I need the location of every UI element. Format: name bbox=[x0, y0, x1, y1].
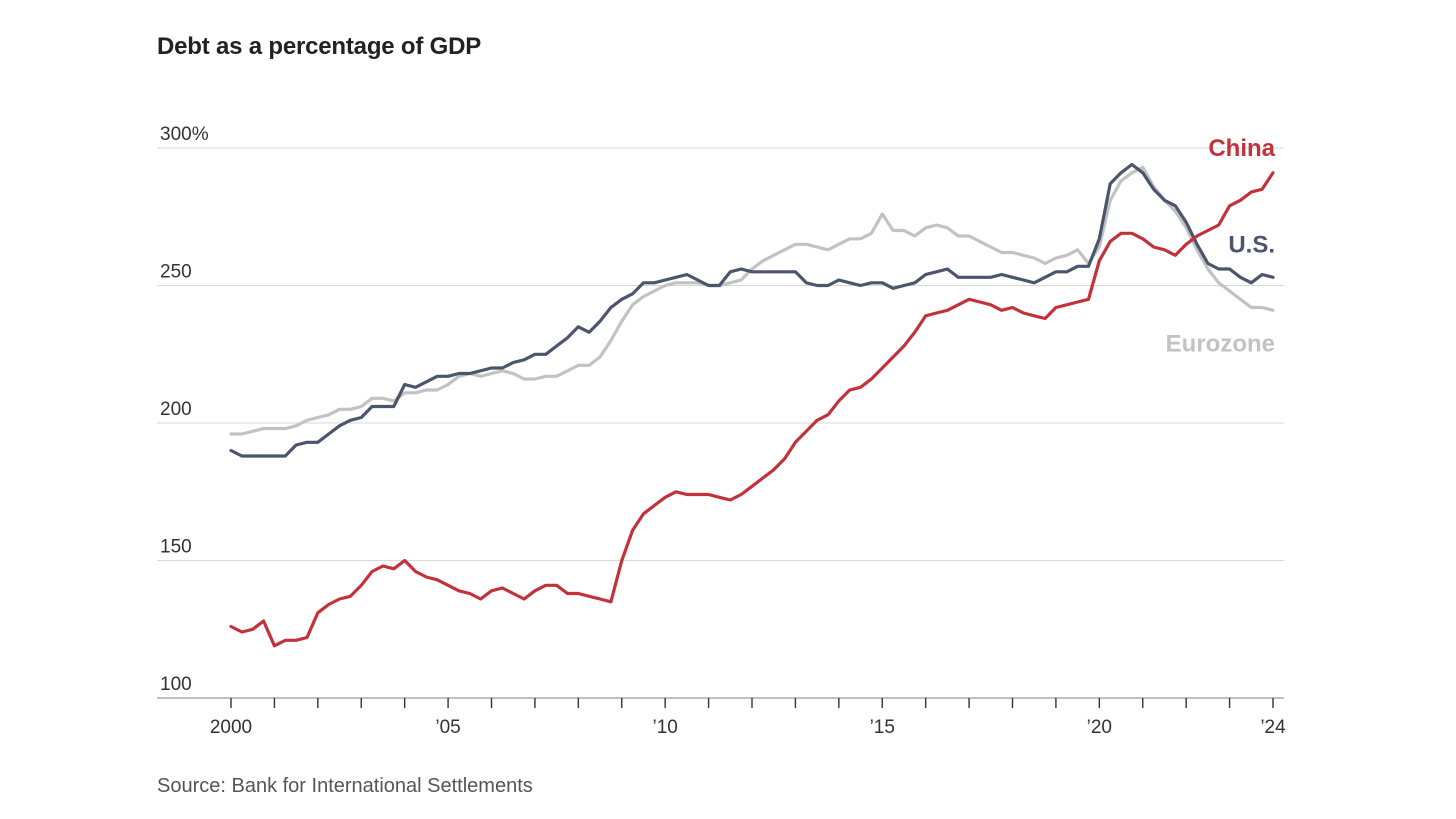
series-line-us bbox=[229, 162, 1275, 458]
x-tick-label: ’15 bbox=[870, 717, 895, 738]
x-tick-label: 2000 bbox=[210, 717, 252, 738]
series-lines bbox=[229, 162, 1275, 648]
y-tick-label: 150 bbox=[160, 537, 192, 558]
series-label-us: U.S. bbox=[1228, 231, 1275, 258]
series-line-china bbox=[229, 171, 1275, 648]
y-tick-label: 250 bbox=[160, 262, 192, 283]
x-tick-label: ’20 bbox=[1087, 717, 1112, 738]
chart-title: Debt as a percentage of GDP bbox=[157, 33, 482, 60]
series-line-eurozone bbox=[229, 165, 1275, 436]
series-label-china: China bbox=[1208, 135, 1275, 162]
y-axis-labels: 300% 250 200 150 100 bbox=[160, 124, 209, 695]
x-tick-label: ’05 bbox=[435, 717, 460, 738]
series-label-eurozone: Eurozone bbox=[1166, 330, 1275, 357]
y-tick-label: 300% bbox=[160, 124, 209, 145]
x-tick-label: ’24 bbox=[1260, 717, 1286, 738]
y-tick-label: 200 bbox=[160, 399, 192, 420]
chart-source: Source: Bank for International Settlemen… bbox=[157, 775, 533, 797]
x-tick-label: ’10 bbox=[652, 717, 677, 738]
series-labels: China U.S. Eurozone bbox=[1166, 135, 1276, 357]
x-axis: 2000 ’05 ’10 ’15 ’20 ’24 bbox=[157, 697, 1286, 738]
y-tick-label: 100 bbox=[160, 674, 192, 695]
